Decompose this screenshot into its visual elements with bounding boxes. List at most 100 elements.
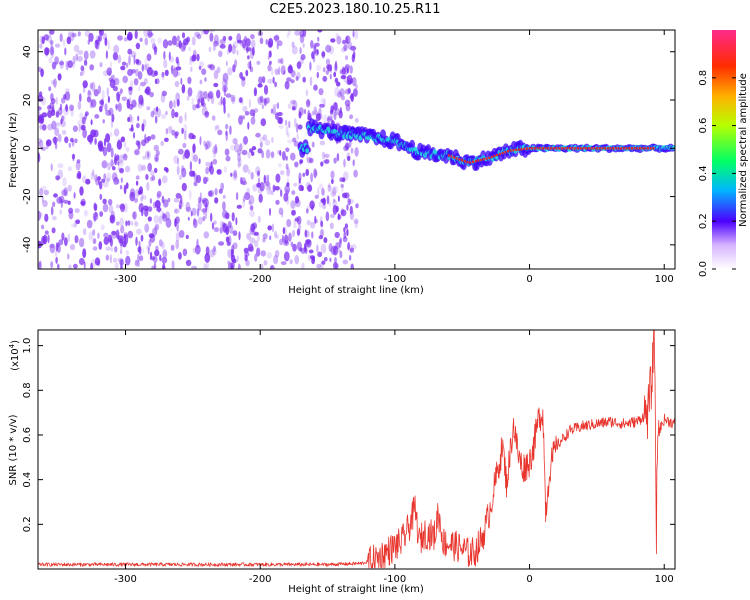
spectrogram-cell [248,98,251,109]
spectrogram-cell [346,204,349,211]
spectrogram-cell [225,130,228,136]
spectrogram-ridge-peak [488,156,491,160]
spectrogram-cell [333,110,337,121]
spectrogram-cell [127,220,131,226]
spectrogram-cell [121,61,127,66]
spectrogram-cell [228,43,233,53]
spectrogram-cell [41,96,46,106]
spectrogram-cell [140,81,146,87]
spectrogram-cell [295,123,299,133]
spectrogram-ridge-peak [496,153,499,157]
spectrogram-cell [203,176,208,185]
spectrogram-cell [332,245,339,256]
spectrogram-cell [223,86,226,97]
x-tick-label: 100 [655,574,674,585]
spectrogram-cell [58,239,64,246]
spectrogram-cell [273,35,280,41]
spectrogram-cell [69,244,76,251]
spectrogram-cell [157,37,162,44]
spectrogram-cell [150,233,156,243]
spectrogram-cell [246,187,251,197]
spectrogram-cell [325,58,331,66]
spectrogram-cell [343,44,348,52]
spectrogram-cell [90,171,95,181]
spectrogram-cell [56,110,59,117]
spectrogram-cell [272,103,278,108]
spectrogram-cell [49,102,55,110]
spectrogram-cell [257,96,262,104]
spectrogram-cell [155,150,160,157]
spectrogram-cell [163,59,168,68]
spectrogram-cell [51,227,56,234]
spectrogram-cell [241,96,244,106]
spectrogram-cell [65,104,68,112]
spectrogram-cell [250,39,256,50]
spectrogram-cell [237,162,241,168]
spectrogram-cell [198,65,202,70]
spectrogram-cell [331,187,337,196]
spectrogram-cell [223,104,226,114]
spectrogram-cell [133,197,139,203]
x-tick-label: -200 [249,574,272,585]
spectrogram-cell [167,197,171,203]
spectrogram-cell [269,235,272,241]
spectrogram-cell [278,163,282,168]
y-tick-label: 20 [22,94,33,107]
spectrogram-cell [311,51,315,60]
spectrogram-cell [125,165,131,173]
spectrogram-cell [173,99,176,109]
spectrogram-cell [39,124,44,130]
spectrogram-cell [108,77,113,82]
spectrogram-ridge-peak [507,150,509,153]
spectrogram-cell [265,39,268,45]
spectrogram-cell [239,97,243,104]
spectrogram-ridge-peak [560,147,563,150]
spectrogram-cell [213,82,219,88]
spectrogram-cell [252,184,258,192]
snr-ticks: -300 -200 -100 0 100 0.2 0.4 0.6 0.8 1.0 [22,330,675,585]
spectrogram-cell [67,253,70,260]
spectrogram-cell [117,54,122,64]
spectrogram-cell [269,264,275,269]
spectrogram-cell [98,30,104,37]
spectrogram-cell [55,96,58,105]
spectrogram-cell [168,100,173,110]
spectrogram-cell [309,157,314,164]
spectrogram-cell [172,35,177,46]
spectrogram-cell [288,232,292,242]
spectrogram-cell [77,119,83,126]
spectrogram-cell [151,175,156,181]
spectrogram-cell [150,170,155,176]
spectrogram-cell [80,124,86,131]
spectrogram-cell [200,97,205,106]
x-tick-label: -200 [249,274,272,285]
spectrogram-cell [271,67,274,76]
spectrogram-cell [317,251,323,258]
spectrogram-cell [297,124,303,130]
spectrogram-cell [322,197,326,206]
spectrogram-cell [322,204,327,210]
spectrogram-cell [286,32,290,38]
spectrogram-cell [214,197,219,204]
spectrogram-cell [165,128,168,135]
spectrogram-cell [191,170,196,177]
spectrogram-cell [323,98,326,108]
spectrogram-cell [213,40,219,47]
spectrogram-cell [61,189,68,197]
spectrogram-cell [96,260,101,267]
spectrogram-cell [312,256,315,262]
spectrogram-cell [98,241,103,250]
spectrogram-cell [174,131,178,139]
spectrogram-cell [155,156,158,162]
spectrogram-cell [260,250,266,257]
spectrogram-cell [101,98,104,108]
spectrogram-cell [281,151,286,161]
spectrogram-cell [294,217,300,222]
spectrogram-cell [205,161,211,167]
spectrogram-ridge-peak [525,147,528,150]
spectrogram-cell [353,88,358,97]
spectrogram-cell [283,240,290,246]
spectrogram-cell [314,49,319,56]
spectrogram-ridge-peak [482,158,485,161]
spectrogram-ridge-peak [498,152,501,156]
